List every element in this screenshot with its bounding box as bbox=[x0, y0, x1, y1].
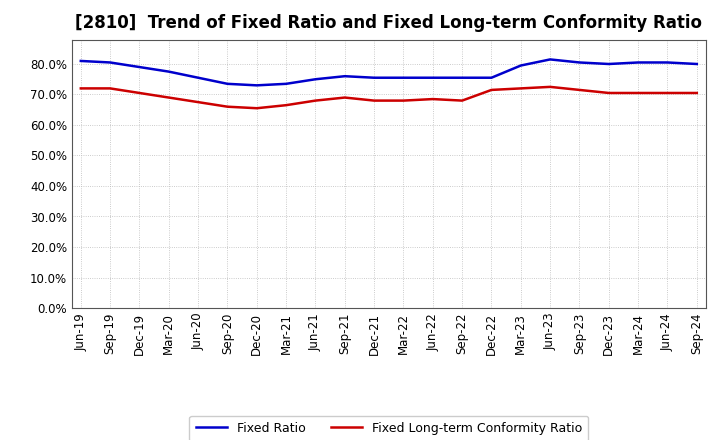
Fixed Long-term Conformity Ratio bbox=[487, 87, 496, 92]
Fixed Long-term Conformity Ratio bbox=[223, 104, 232, 109]
Fixed Long-term Conformity Ratio bbox=[164, 95, 173, 100]
Fixed Ratio bbox=[253, 83, 261, 88]
Title: [2810]  Trend of Fixed Ratio and Fixed Long-term Conformity Ratio: [2810] Trend of Fixed Ratio and Fixed Lo… bbox=[76, 15, 702, 33]
Fixed Long-term Conformity Ratio bbox=[341, 95, 349, 100]
Fixed Ratio bbox=[135, 64, 144, 70]
Fixed Long-term Conformity Ratio bbox=[135, 90, 144, 95]
Fixed Ratio bbox=[76, 59, 85, 64]
Fixed Long-term Conformity Ratio bbox=[370, 98, 379, 103]
Fixed Ratio bbox=[428, 75, 437, 81]
Fixed Long-term Conformity Ratio bbox=[311, 98, 320, 103]
Fixed Long-term Conformity Ratio bbox=[428, 96, 437, 102]
Fixed Long-term Conformity Ratio bbox=[663, 90, 672, 95]
Fixed Ratio bbox=[106, 60, 114, 65]
Fixed Ratio bbox=[223, 81, 232, 87]
Fixed Ratio bbox=[575, 60, 584, 65]
Fixed Ratio bbox=[370, 75, 379, 81]
Fixed Long-term Conformity Ratio bbox=[634, 90, 642, 95]
Fixed Long-term Conformity Ratio bbox=[399, 98, 408, 103]
Fixed Ratio bbox=[634, 60, 642, 65]
Fixed Ratio bbox=[341, 73, 349, 79]
Fixed Long-term Conformity Ratio bbox=[575, 87, 584, 92]
Fixed Ratio bbox=[282, 81, 290, 87]
Line: Fixed Long-term Conformity Ratio: Fixed Long-term Conformity Ratio bbox=[81, 87, 697, 108]
Line: Fixed Ratio: Fixed Ratio bbox=[81, 59, 697, 85]
Fixed Ratio bbox=[164, 69, 173, 74]
Fixed Ratio bbox=[311, 77, 320, 82]
Fixed Long-term Conformity Ratio bbox=[458, 98, 467, 103]
Fixed Long-term Conformity Ratio bbox=[516, 86, 525, 91]
Fixed Ratio bbox=[693, 61, 701, 66]
Fixed Long-term Conformity Ratio bbox=[194, 99, 202, 105]
Fixed Long-term Conformity Ratio bbox=[253, 106, 261, 111]
Fixed Ratio bbox=[194, 75, 202, 81]
Fixed Long-term Conformity Ratio bbox=[282, 103, 290, 108]
Fixed Long-term Conformity Ratio bbox=[605, 90, 613, 95]
Fixed Long-term Conformity Ratio bbox=[76, 86, 85, 91]
Fixed Ratio bbox=[663, 60, 672, 65]
Fixed Ratio bbox=[399, 75, 408, 81]
Fixed Long-term Conformity Ratio bbox=[106, 86, 114, 91]
Fixed Long-term Conformity Ratio bbox=[546, 84, 554, 89]
Fixed Ratio bbox=[458, 75, 467, 81]
Legend: Fixed Ratio, Fixed Long-term Conformity Ratio: Fixed Ratio, Fixed Long-term Conformity … bbox=[189, 416, 588, 440]
Fixed Long-term Conformity Ratio bbox=[693, 90, 701, 95]
Fixed Ratio bbox=[605, 61, 613, 66]
Fixed Ratio bbox=[487, 75, 496, 81]
Fixed Ratio bbox=[516, 63, 525, 68]
Fixed Ratio bbox=[546, 57, 554, 62]
